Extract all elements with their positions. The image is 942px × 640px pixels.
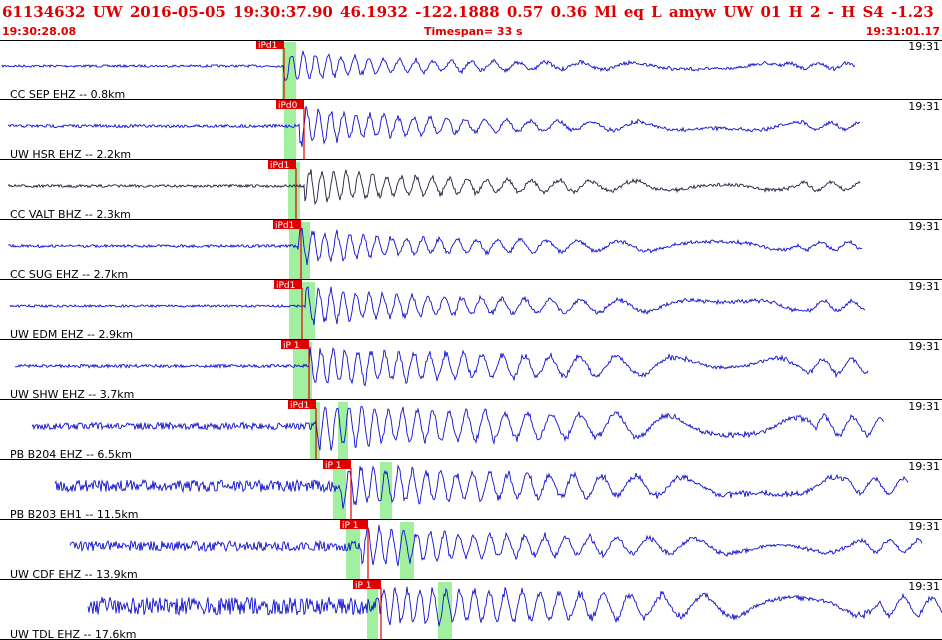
station-label: UW EDM EHZ -- 2.9km: [10, 328, 133, 341]
trace-panel[interactable]: iPd1 UW EDM EHZ -- 2.9km 19:31: [0, 280, 942, 341]
waveform-trace: [1, 50, 856, 81]
pick-label: iP 1: [342, 521, 359, 531]
station-label: PB B204 EHZ -- 6.5km: [10, 448, 132, 461]
pick-window-band: [310, 402, 320, 460]
pick-label: iP 1: [283, 341, 300, 351]
pick-window-band: [338, 402, 348, 460]
pick-label: iPd1: [258, 41, 277, 51]
pick-flag[interactable]: [281, 340, 309, 349]
event-header: 61134632 UW 2016-05-05 19:30:37.90 46.19…: [0, 0, 942, 40]
panel-time-label: 19:31: [908, 580, 940, 593]
station-label: UW TDL EHZ -- 17.6km: [10, 628, 137, 640]
station-label: CC SUG EHZ -- 2.7km: [10, 268, 128, 281]
trace-panel[interactable]: iP 1 PB B203 EH1 -- 11.5km 19:31: [0, 460, 942, 521]
start-time: 19:30:28.08: [2, 25, 77, 38]
trace-panel[interactable]: iPd1 PB B204 EHZ -- 6.5km 19:31: [0, 400, 942, 461]
waveform-trace: [69, 525, 923, 567]
pick-label: iPd1: [276, 281, 295, 291]
pick-flag[interactable]: [276, 100, 304, 109]
panel-time-label: 19:31: [908, 160, 940, 173]
trace-panel[interactable]: iPd0 UW HSR EHZ -- 2.2km 19:31: [0, 100, 942, 161]
pick-window-band: [293, 342, 312, 400]
pick-label: iPd0: [278, 101, 298, 111]
station-label: UW CDF EHZ -- 13.9km: [10, 568, 138, 581]
pick-window-band: [288, 162, 300, 220]
panel-time-label: 19:31: [908, 40, 940, 53]
pick-flag[interactable]: [256, 40, 284, 49]
panel-time-label: 19:31: [908, 220, 940, 233]
pick-flag[interactable]: [288, 400, 316, 409]
timespan-label: Timespan= 33 s: [424, 25, 523, 38]
waveform-trace: [54, 464, 909, 509]
waveform-trace: [9, 286, 866, 325]
trace-panel[interactable]: iP 1 UW TDL EHZ -- 17.6km 19:31: [0, 580, 942, 640]
pick-window-band: [346, 522, 360, 580]
end-time: 19:31:01.17: [865, 25, 940, 38]
pick-flag[interactable]: [340, 520, 368, 529]
station-label: CC VALT BHZ -- 2.3km: [10, 208, 131, 221]
pick-window-band: [289, 222, 310, 280]
trace-panel[interactable]: iPd1 CC VALT BHZ -- 2.3km 19:31: [0, 160, 942, 221]
pick-label: iPd1: [290, 401, 309, 411]
pick-flag[interactable]: [273, 220, 301, 229]
pick-window-band: [367, 582, 378, 640]
panel-time-label: 19:31: [908, 340, 940, 353]
station-label: CC SEP EHZ -- 0.8km: [10, 88, 125, 101]
panel-time-label: 19:31: [908, 520, 940, 533]
pick-window-band: [400, 522, 414, 580]
trace-panel[interactable]: iP 1 UW CDF EHZ -- 13.9km 19:31: [0, 520, 942, 581]
pick-flag[interactable]: [323, 460, 351, 469]
waveform-trace: [8, 227, 863, 265]
station-label: UW HSR EHZ -- 2.2km: [10, 148, 131, 161]
pick-label: iP 1: [325, 461, 342, 471]
pick-window-band: [284, 102, 296, 160]
waveform-trace: [14, 346, 869, 387]
trace-panel[interactable]: iPd1 CC SUG EHZ -- 2.7km 19:31: [0, 220, 942, 281]
pick-label: iP 1: [355, 581, 372, 591]
panel-time-label: 19:31: [908, 400, 940, 413]
panel-time-label: 19:31: [908, 460, 940, 473]
trace-panel[interactable]: iPd1 CC SEP EHZ -- 0.8km 19:31: [0, 40, 942, 101]
event-title: 61134632 UW 2016-05-05 19:30:37.90 46.19…: [2, 3, 942, 21]
seismogram-panels[interactable]: iPd1 CC SEP EHZ -- 0.8km 19:31 iPd0 UW HSR E…: [0, 40, 942, 640]
panel-time-label: 19:31: [908, 280, 940, 293]
waveform-trace: [7, 106, 860, 147]
panel-time-label: 19:31: [908, 100, 940, 113]
pick-flag[interactable]: [274, 280, 302, 289]
pick-label: iPd1: [270, 161, 289, 171]
pick-flag[interactable]: [353, 580, 381, 589]
waveform-trace: [87, 586, 942, 627]
station-label: UW SHW EHZ -- 3.7km: [10, 388, 134, 401]
pick-label: iPd1: [275, 221, 294, 231]
waveform-trace: [7, 169, 861, 206]
trace-panel[interactable]: iP 1 UW SHW EHZ -- 3.7km 19:31: [0, 340, 942, 401]
station-label: PB B203 EH1 -- 11.5km: [10, 508, 138, 521]
waveform-trace: [31, 406, 884, 451]
pick-window-band: [438, 582, 452, 640]
pick-window-band: [380, 462, 392, 520]
pick-flag[interactable]: [268, 160, 296, 169]
